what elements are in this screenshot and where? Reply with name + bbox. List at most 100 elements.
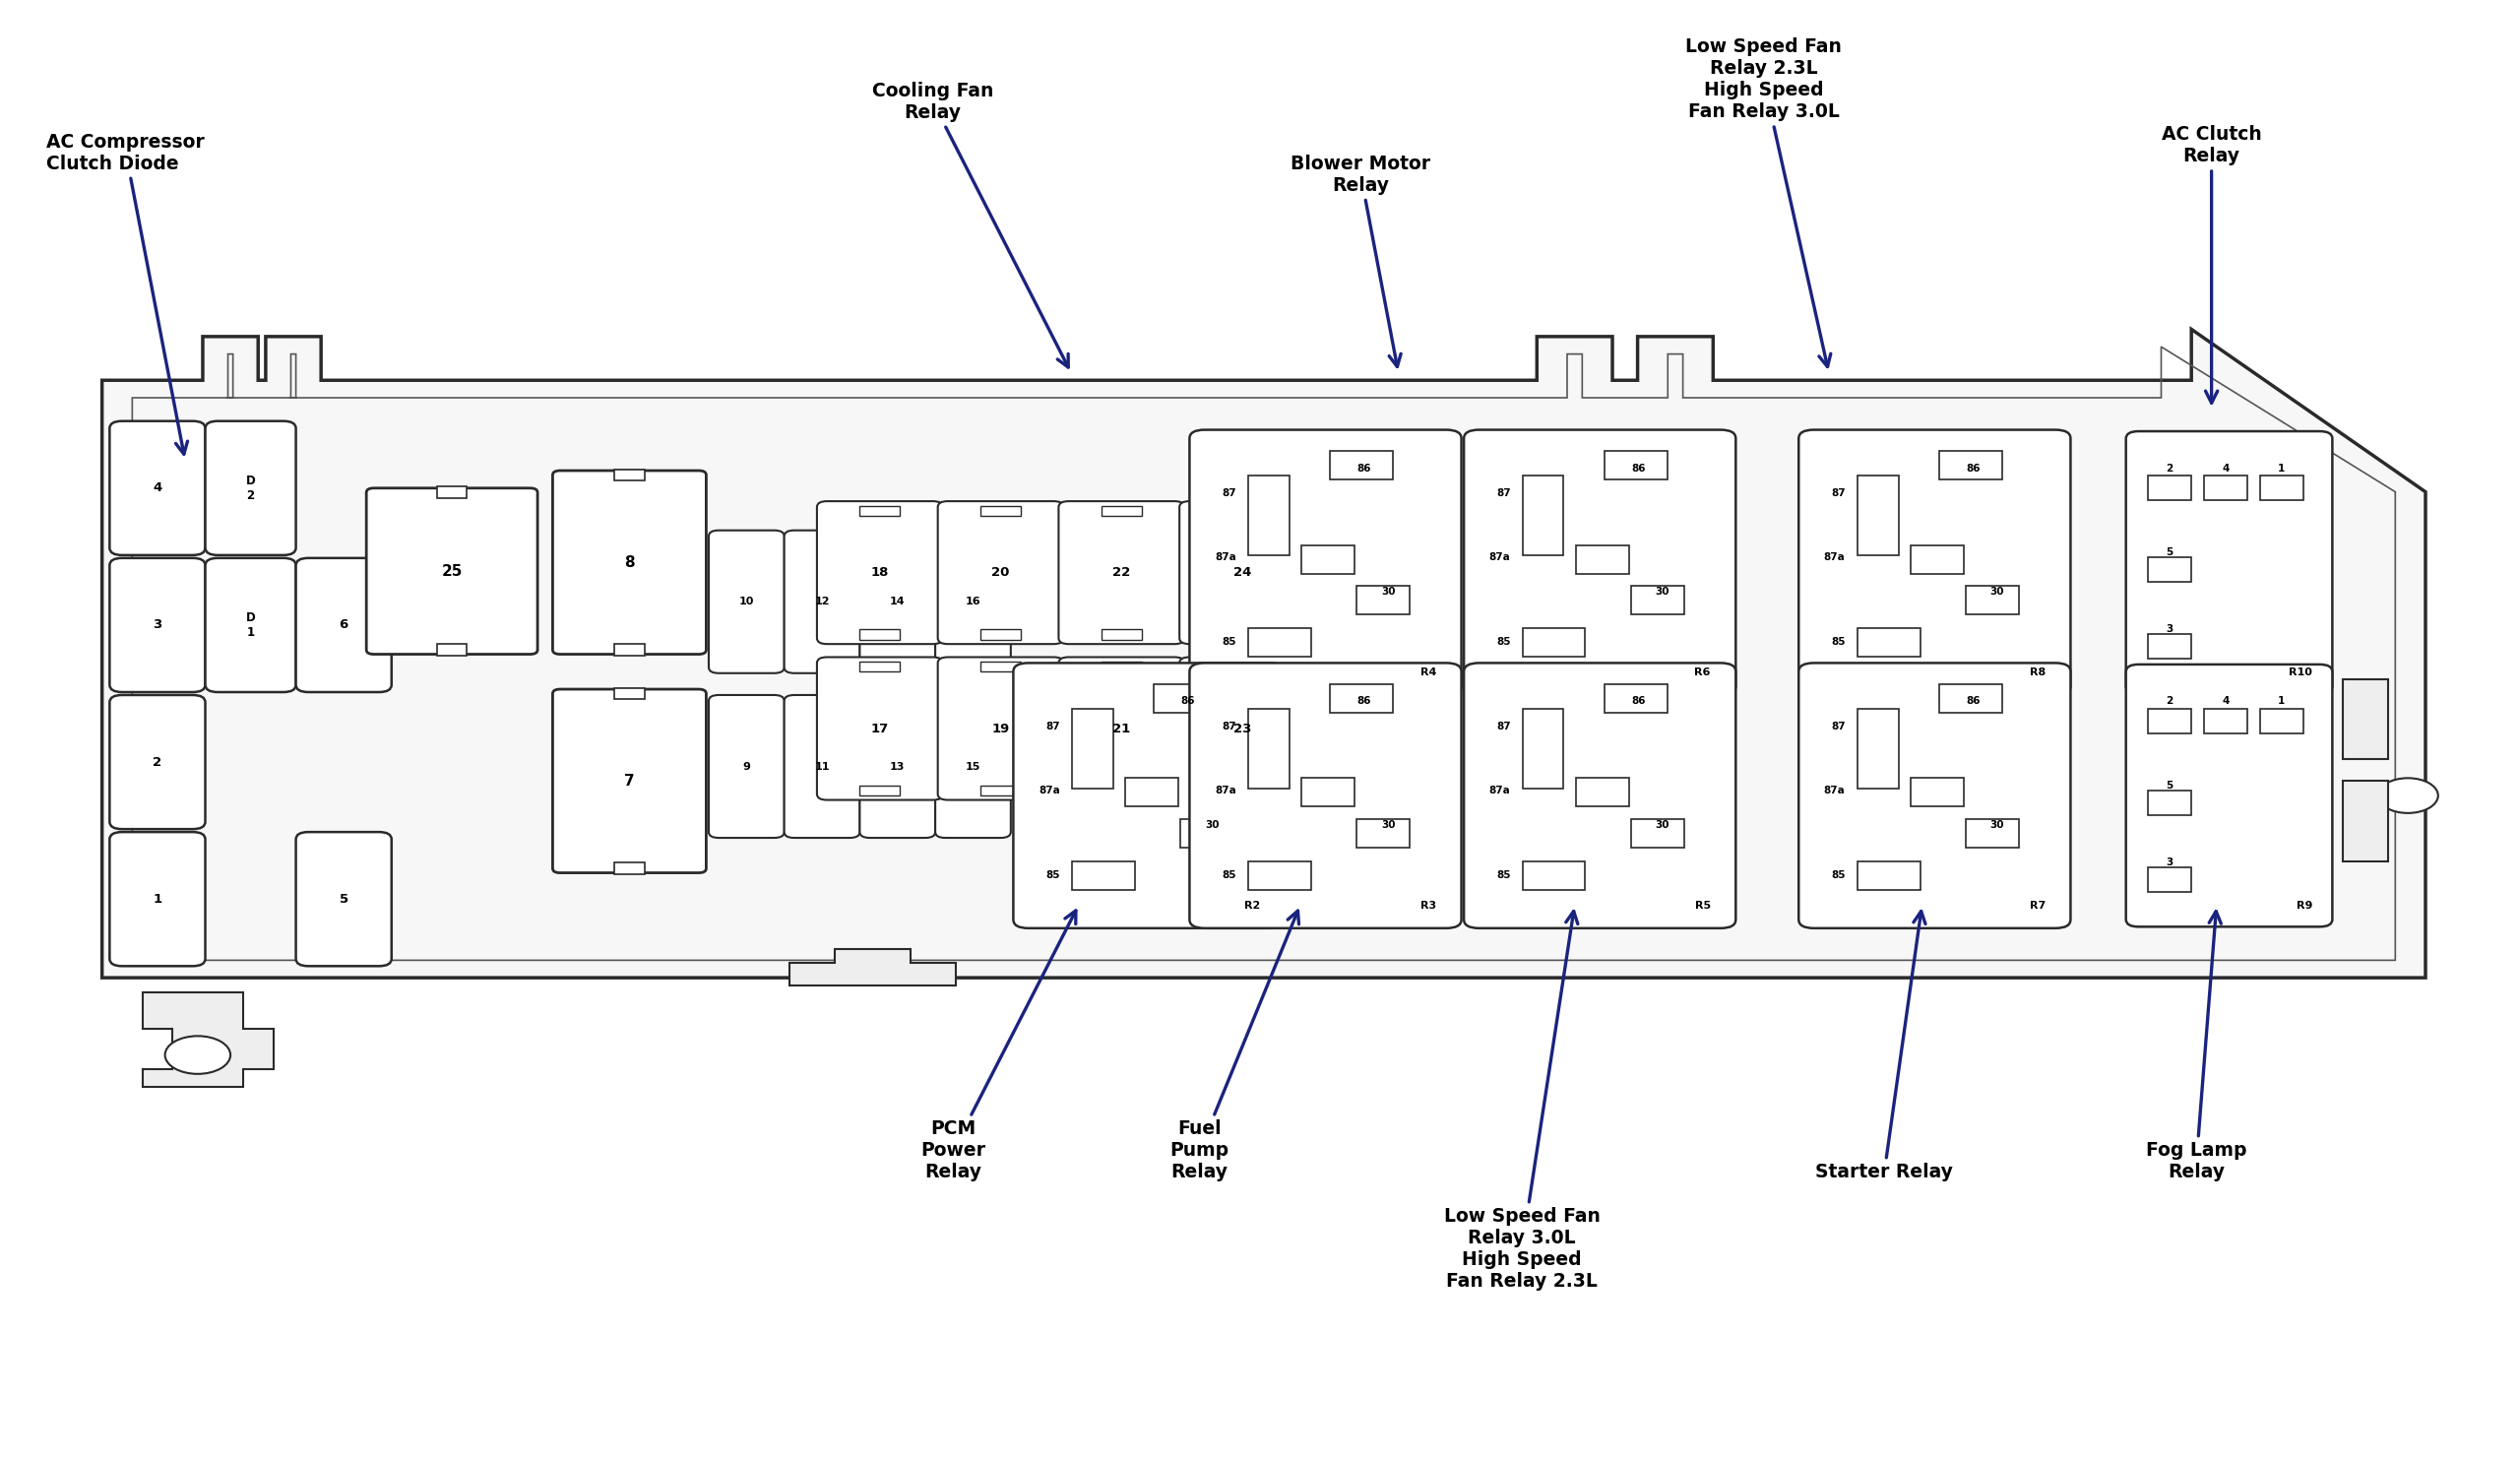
FancyBboxPatch shape	[1013, 663, 1285, 929]
Text: 3: 3	[154, 619, 161, 632]
Text: 85: 85	[1222, 637, 1237, 647]
Bar	[436, 486, 466, 498]
Bar	[1940, 685, 2003, 712]
Bar	[1247, 476, 1290, 555]
Text: 30: 30	[1656, 587, 1671, 597]
Text: R5: R5	[1696, 901, 1711, 911]
Text: 86: 86	[1356, 696, 1371, 707]
Text: 87: 87	[1832, 488, 1845, 498]
Text: 1: 1	[154, 892, 161, 905]
FancyBboxPatch shape	[108, 420, 204, 555]
Text: 30: 30	[1991, 821, 2003, 831]
Bar	[1071, 710, 1114, 788]
FancyBboxPatch shape	[1464, 429, 1736, 695]
Text: 86: 86	[1966, 696, 1981, 707]
FancyBboxPatch shape	[816, 657, 942, 800]
Text: 14: 14	[890, 597, 905, 607]
Bar	[1857, 861, 1920, 889]
Bar	[859, 785, 900, 796]
Text: Blower Motor
Relay: Blower Motor Relay	[1290, 155, 1431, 366]
Text: R8: R8	[2029, 667, 2046, 677]
Bar	[980, 629, 1021, 639]
Text: 87: 87	[1497, 721, 1512, 731]
Bar	[1247, 710, 1290, 788]
Bar	[1910, 545, 1963, 574]
FancyBboxPatch shape	[816, 501, 942, 644]
Text: 30: 30	[1381, 587, 1396, 597]
Text: 30: 30	[1656, 821, 1671, 831]
Bar	[1124, 778, 1179, 807]
Text: 19: 19	[993, 723, 1011, 734]
Bar	[2205, 476, 2248, 501]
Bar	[2147, 558, 2190, 583]
Bar	[1071, 861, 1134, 889]
Text: 86: 86	[1630, 463, 1646, 473]
Text: 20: 20	[993, 566, 1011, 580]
Bar	[1331, 451, 1394, 479]
FancyBboxPatch shape	[204, 558, 295, 692]
FancyBboxPatch shape	[784, 530, 859, 673]
Bar	[1222, 785, 1263, 796]
Bar	[1222, 661, 1263, 672]
Text: 86: 86	[1356, 463, 1371, 473]
Bar	[2147, 476, 2190, 501]
Bar	[1101, 785, 1142, 796]
Bar	[1522, 710, 1562, 788]
FancyBboxPatch shape	[552, 689, 706, 873]
Text: 4: 4	[2223, 463, 2230, 473]
Bar	[1630, 819, 1683, 848]
Text: 17: 17	[872, 723, 890, 734]
FancyBboxPatch shape	[859, 530, 935, 673]
FancyBboxPatch shape	[365, 488, 537, 654]
FancyBboxPatch shape	[1799, 663, 2071, 929]
Text: AC Clutch
Relay: AC Clutch Relay	[2162, 126, 2260, 403]
Text: 1: 1	[2278, 463, 2286, 473]
Text: 4: 4	[2223, 696, 2230, 707]
Bar	[1101, 505, 1142, 515]
Bar	[2260, 476, 2303, 501]
Text: 3: 3	[2165, 625, 2172, 634]
Text: Low Speed Fan
Relay 2.3L
High Speed
Fan Relay 3.0L: Low Speed Fan Relay 2.3L High Speed Fan …	[1686, 38, 1842, 366]
Bar	[1331, 685, 1394, 712]
Text: 85: 85	[1497, 637, 1512, 647]
Text: 30: 30	[1991, 587, 2003, 597]
Text: R10: R10	[2288, 667, 2313, 677]
Text: 5: 5	[2165, 548, 2172, 558]
Bar	[859, 629, 900, 639]
Bar	[1857, 476, 1898, 555]
FancyBboxPatch shape	[1179, 501, 1305, 644]
Text: 86: 86	[1966, 463, 1981, 473]
Bar	[980, 661, 1021, 672]
Text: 87: 87	[1222, 721, 1237, 731]
Bar	[1182, 819, 1235, 848]
FancyBboxPatch shape	[935, 695, 1011, 838]
FancyBboxPatch shape	[784, 695, 859, 838]
FancyBboxPatch shape	[108, 558, 204, 692]
Text: 23: 23	[1232, 723, 1252, 734]
Text: 8: 8	[625, 555, 635, 569]
Text: 5: 5	[2165, 781, 2172, 790]
Text: R6: R6	[1693, 667, 1711, 677]
Text: 30: 30	[1381, 821, 1396, 831]
Text: 87a: 87a	[1215, 785, 1237, 796]
Bar	[1857, 628, 1920, 657]
Text: Fuel
Pump
Relay: Fuel Pump Relay	[1169, 911, 1298, 1181]
Bar	[1522, 861, 1585, 889]
FancyBboxPatch shape	[2127, 431, 2334, 694]
FancyBboxPatch shape	[708, 695, 784, 838]
Bar	[2147, 634, 2190, 658]
FancyBboxPatch shape	[2127, 664, 2334, 927]
Text: 85: 85	[1497, 870, 1512, 880]
FancyBboxPatch shape	[108, 695, 204, 829]
Text: PCM
Power
Relay: PCM Power Relay	[920, 911, 1076, 1181]
Text: 87a: 87a	[1824, 552, 1845, 562]
Bar	[1575, 545, 1628, 574]
Bar	[859, 661, 900, 672]
FancyBboxPatch shape	[295, 832, 391, 967]
Text: 24: 24	[1232, 566, 1252, 580]
FancyBboxPatch shape	[1799, 429, 2071, 695]
FancyBboxPatch shape	[1189, 663, 1462, 929]
FancyBboxPatch shape	[859, 695, 935, 838]
Bar	[859, 505, 900, 515]
Bar	[980, 505, 1021, 515]
